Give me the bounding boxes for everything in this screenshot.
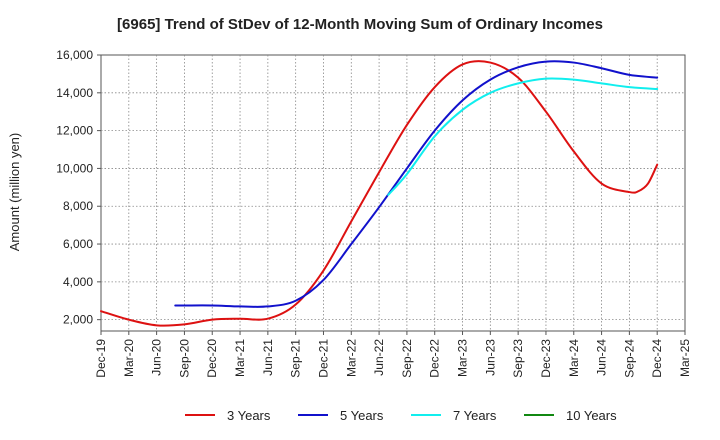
series-line-7-years (387, 77, 659, 196)
x-tick-label: Dec-20 (205, 339, 219, 378)
legend: 3 Years 5 Years 7 Years 10 Years (0, 405, 720, 425)
x-tick-label: Sep-24 (622, 339, 636, 378)
x-tick-label: Jun-24 (595, 339, 609, 376)
y-tick-label: 16,000 (56, 48, 93, 62)
x-tick-label: Mar-23 (456, 339, 470, 377)
x-tick-label: Jun-21 (261, 339, 275, 376)
y-tick-label: 12,000 (56, 124, 93, 138)
y-tick-label: 8,000 (63, 199, 93, 213)
legend-label: 7 Years (453, 407, 497, 423)
legend-item-7-years: 7 Years (411, 405, 496, 425)
y-tick-label: 10,000 (56, 161, 93, 175)
chart-title: [6965] Trend of StDev of 12-Month Moving… (117, 16, 603, 33)
legend-label: 10 Years (566, 407, 617, 423)
x-tick-label: Mar-21 (233, 339, 247, 377)
plot-area (100, 54, 686, 332)
legend-swatch (524, 414, 554, 416)
y-tick-labels: 2,000 4,000 6,000 8,000 10,000 12,000 14,000 16… (56, 48, 101, 327)
y-tick-label: 4,000 (63, 275, 93, 289)
x-tick-label: Mar-20 (122, 339, 136, 377)
legend-label: 3 Years (227, 407, 271, 423)
x-tick-labels: Dec-19 Mar-20 Jun-20 Sep-20 Dec-20 Mar-21 Jun-… (94, 331, 692, 378)
series-line-3-years (100, 60, 659, 327)
y-axis-title: Amount (million yen) (7, 133, 22, 252)
x-tick-label: Jun-20 (150, 339, 164, 376)
legend-item-3-years: 3 Years (185, 405, 270, 425)
legend-swatch (298, 414, 328, 416)
x-tick-label: Dec-22 (428, 339, 442, 378)
x-tick-label: Dec-23 (539, 339, 553, 378)
legend-item-10-years: 10 Years (524, 405, 617, 425)
x-tick-label: Sep-22 (400, 339, 414, 378)
x-tick-label: Dec-24 (650, 339, 664, 378)
x-tick-label: Sep-23 (511, 339, 525, 378)
legend-swatch (185, 414, 215, 416)
x-tick-label: Dec-19 (94, 339, 108, 378)
x-tick-label: Sep-21 (289, 339, 303, 378)
x-tick-label: Mar-22 (344, 339, 358, 377)
x-tick-label: Sep-20 (177, 339, 191, 378)
y-tick-label: 14,000 (56, 86, 93, 100)
legend-swatch (411, 414, 441, 416)
series-line-5-years (174, 60, 659, 308)
y-tick-label: 2,000 (63, 313, 93, 327)
x-tick-label: Jun-23 (483, 339, 497, 376)
legend-label: 5 Years (340, 407, 384, 423)
series-lines (100, 60, 659, 327)
y-tick-label: 6,000 (63, 237, 93, 251)
x-tick-label: Mar-25 (678, 339, 692, 377)
x-tick-label: Jun-22 (372, 339, 386, 376)
x-tick-label: Dec-21 (316, 339, 330, 378)
legend-item-5-years: 5 Years (298, 405, 383, 425)
x-tick-label: Mar-24 (567, 339, 581, 377)
